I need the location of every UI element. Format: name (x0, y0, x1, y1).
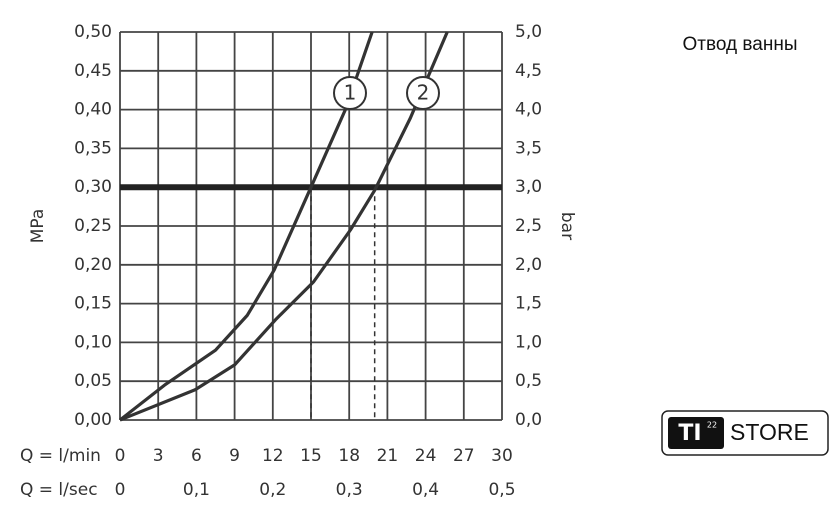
x2-tick-label: 0,2 (259, 480, 286, 500)
y-tick-label: 0,20 (74, 255, 112, 275)
series-label-circle (333, 76, 367, 110)
logo-superscript: 22 (707, 421, 717, 430)
x2-tick-label: 0,5 (488, 480, 515, 500)
x-tick-label: 21 (377, 446, 399, 466)
y2-tick-label: 0,5 (515, 371, 542, 391)
x-tick-label: 15 (300, 446, 322, 466)
y2-tick-label: 4,0 (515, 100, 542, 120)
series-label: 2 (417, 81, 430, 105)
y-tick-label: 0,35 (74, 138, 112, 158)
y-tick-label: 0,50 (74, 22, 112, 42)
y2-tick-label: 1,0 (515, 332, 542, 352)
x2-tick-label: 0,1 (183, 480, 210, 500)
x-tick-label: 6 (191, 446, 202, 466)
y2-tick-label: 3,0 (515, 177, 542, 197)
series-label: 1 (344, 81, 357, 105)
x-tick-label: 24 (415, 446, 437, 466)
y-tick-label: 0,00 (74, 410, 112, 430)
logo-badge (668, 417, 724, 449)
annotation: Отвод ванны (683, 34, 798, 55)
logo-mark: TI (678, 421, 701, 446)
y-tick-label: 0,45 (74, 61, 112, 81)
x-tick-label: 18 (338, 446, 360, 466)
y-tick-label: 0,05 (74, 371, 112, 391)
x-tick-label: 9 (229, 446, 240, 466)
y2-tick-label: 2,5 (515, 216, 542, 236)
x2-tick-label: 0 (115, 480, 126, 500)
series-label-circle (406, 76, 440, 110)
y2-tick-label: 3,5 (515, 138, 542, 158)
series-line (119, 31, 374, 422)
y-tick-label: 0,25 (74, 216, 112, 236)
y-tick-label: 0,40 (74, 100, 112, 120)
y-tick-label: 0,15 (74, 294, 112, 314)
y-axis-label: MPa (28, 209, 48, 244)
x2-tick-label: 0,3 (336, 480, 363, 500)
y2-axis-label: bar (557, 212, 577, 240)
x-tick-label: 27 (453, 446, 475, 466)
y2-tick-label: 5,0 (515, 22, 542, 42)
x-tick-label: 30 (491, 446, 513, 466)
y2-tick-label: 1,5 (515, 294, 542, 314)
x2-tick-label: 0,4 (412, 480, 439, 500)
y-tick-label: 0,30 (74, 177, 112, 197)
x-tick-label: 12 (262, 446, 284, 466)
y-tick-label: 0,10 (74, 332, 112, 352)
series-line (119, 31, 449, 422)
logo-text: STORE (730, 419, 809, 445)
logo: TI 22 STORE (661, 410, 829, 456)
y2-tick-label: 0,0 (515, 410, 542, 430)
y2-tick-label: 4,5 (515, 61, 542, 81)
x-tick-label: 3 (153, 446, 164, 466)
y2-tick-label: 2,0 (515, 255, 542, 275)
x-tick-label: 0 (115, 446, 126, 466)
x2-axis-label: Q = l/sec (20, 480, 98, 500)
x-axis-label: Q = l/min (20, 446, 101, 466)
